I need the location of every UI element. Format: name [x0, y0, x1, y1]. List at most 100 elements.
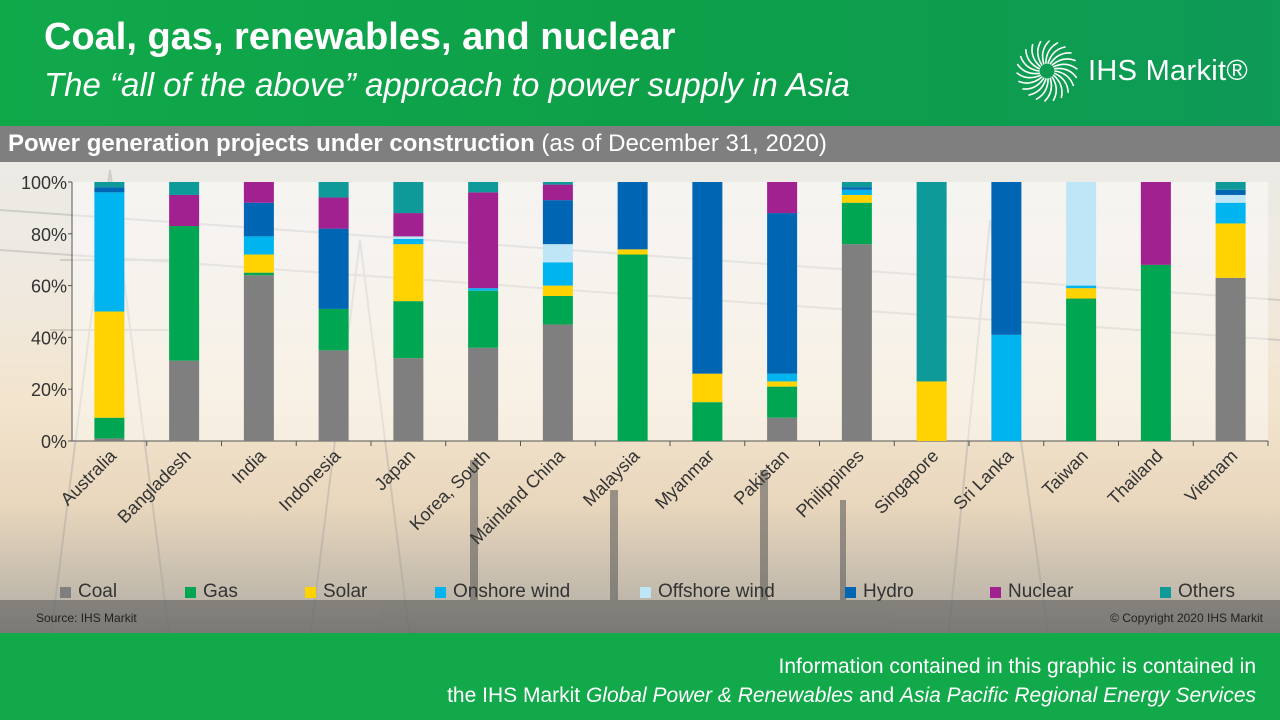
x-tick-label: Vietnam [1181, 446, 1242, 507]
bar-segment [542, 295, 573, 325]
bar-segment [841, 244, 872, 441]
bar-segment [991, 182, 1022, 335]
bar-segment [318, 197, 349, 229]
legend-item: Coal [60, 580, 117, 604]
bar-segment [393, 358, 424, 441]
bar-segment [94, 311, 125, 418]
bar-segment [468, 347, 499, 441]
legend-swatch [990, 586, 1001, 598]
bar-segment [393, 182, 424, 214]
footer-line-1: Information contained in this graphic is… [778, 655, 1256, 678]
ihs-markit-logo-icon [1016, 40, 1078, 102]
footer-product-2: Asia Pacific Regional Energy Services [900, 684, 1256, 707]
x-tick-label: Myanmar [651, 446, 718, 513]
bar-segment [1215, 194, 1246, 203]
bar-segment [692, 373, 723, 403]
bar-segment [991, 334, 1022, 441]
bar-segment [243, 236, 274, 255]
bar-segment [94, 182, 125, 188]
bar-segment [841, 194, 872, 203]
bar-segment [169, 182, 200, 195]
bar-segment [1215, 182, 1246, 190]
legend-swatch [1160, 586, 1171, 598]
bar-segment [767, 386, 798, 418]
bar-segment [1066, 288, 1097, 299]
legend-item: Nuclear [990, 580, 1073, 604]
bar-segment [243, 254, 274, 273]
bar-segment [692, 402, 723, 441]
bar-segment [916, 182, 947, 382]
legend-item: Solar [305, 580, 367, 604]
bar-segment [767, 381, 798, 387]
bar-segment [542, 200, 573, 245]
x-tick-label: Australia [57, 445, 121, 509]
bar-segment [94, 438, 125, 441]
bar-segment [767, 213, 798, 374]
legend-label: Coal [78, 581, 118, 602]
section-band [0, 126, 1280, 162]
bar-segment [542, 244, 573, 263]
bar-segment [243, 202, 274, 237]
bar-segment [767, 417, 798, 441]
y-tick-label: 60% [31, 277, 67, 297]
bar-segment [1066, 182, 1097, 286]
footer-product-1: Global Power & Renewables [585, 684, 854, 707]
bar-segment [692, 182, 723, 374]
legend-swatch [60, 586, 71, 598]
bar-segment [542, 182, 573, 185]
legend-label: Nuclear [1008, 581, 1074, 602]
bar-segment [542, 184, 573, 201]
legend-swatch [435, 586, 446, 598]
bar-segment [617, 249, 648, 255]
y-tick-label: 40% [31, 328, 67, 348]
bar-segment [1140, 264, 1171, 441]
bar-segment [1066, 285, 1097, 289]
legend-label: Gas [203, 581, 238, 602]
bar-segment [841, 182, 872, 188]
legend-label: Solar [323, 581, 368, 602]
bar-segment [393, 301, 424, 359]
bar-segment [169, 226, 200, 361]
legend-label: Onshore wind [453, 581, 571, 602]
bar-segment [468, 182, 499, 193]
y-tick-label: 80% [31, 225, 67, 245]
bar-segment [393, 236, 424, 239]
x-tick-label: Sri Lanka [949, 445, 1018, 514]
bar-segment [243, 275, 274, 441]
legend-swatch [845, 586, 856, 598]
bar-segment [468, 192, 499, 289]
chart-title: Power generation projects under construc… [8, 130, 827, 158]
bar-segment [318, 228, 349, 309]
bar-segment [617, 182, 648, 250]
chart-title-date: (as of December 31, 2020) [541, 130, 827, 157]
bar-segment [393, 213, 424, 237]
legend-swatch [185, 586, 196, 598]
bar-segment [169, 194, 200, 227]
chart-title-bold: Power generation projects under construc… [8, 130, 535, 157]
legend-item: Onshore wind [435, 580, 570, 604]
y-tick-label: 0% [41, 432, 67, 452]
bar-segment [617, 254, 648, 441]
y-tick-label: 20% [31, 380, 67, 400]
copyright-note: © Copyright 2020 IHS Markit [1110, 611, 1263, 625]
bar-segment [542, 262, 573, 286]
header-banner [0, 0, 1280, 126]
bar-segment [767, 373, 798, 382]
footer-text-c: and [853, 684, 900, 707]
legend-item: Gas [185, 580, 238, 604]
bar-segment [916, 381, 947, 441]
bar-segment [542, 324, 573, 441]
bar-segment [243, 182, 274, 203]
bar-segment [1215, 189, 1246, 195]
y-tick-label: 100% [21, 173, 67, 193]
bar-segment [393, 244, 424, 302]
footer-text-a: the IHS Markit [447, 684, 586, 707]
bar-segment [841, 187, 872, 190]
x-tick-label: Malaysia [579, 445, 644, 510]
bar-segment [1066, 298, 1097, 441]
bar-segment [1215, 223, 1246, 278]
bar-segment [94, 192, 125, 312]
logo-text: IHS Markit® [1088, 55, 1249, 87]
x-tick-label: Singapore [870, 446, 942, 518]
